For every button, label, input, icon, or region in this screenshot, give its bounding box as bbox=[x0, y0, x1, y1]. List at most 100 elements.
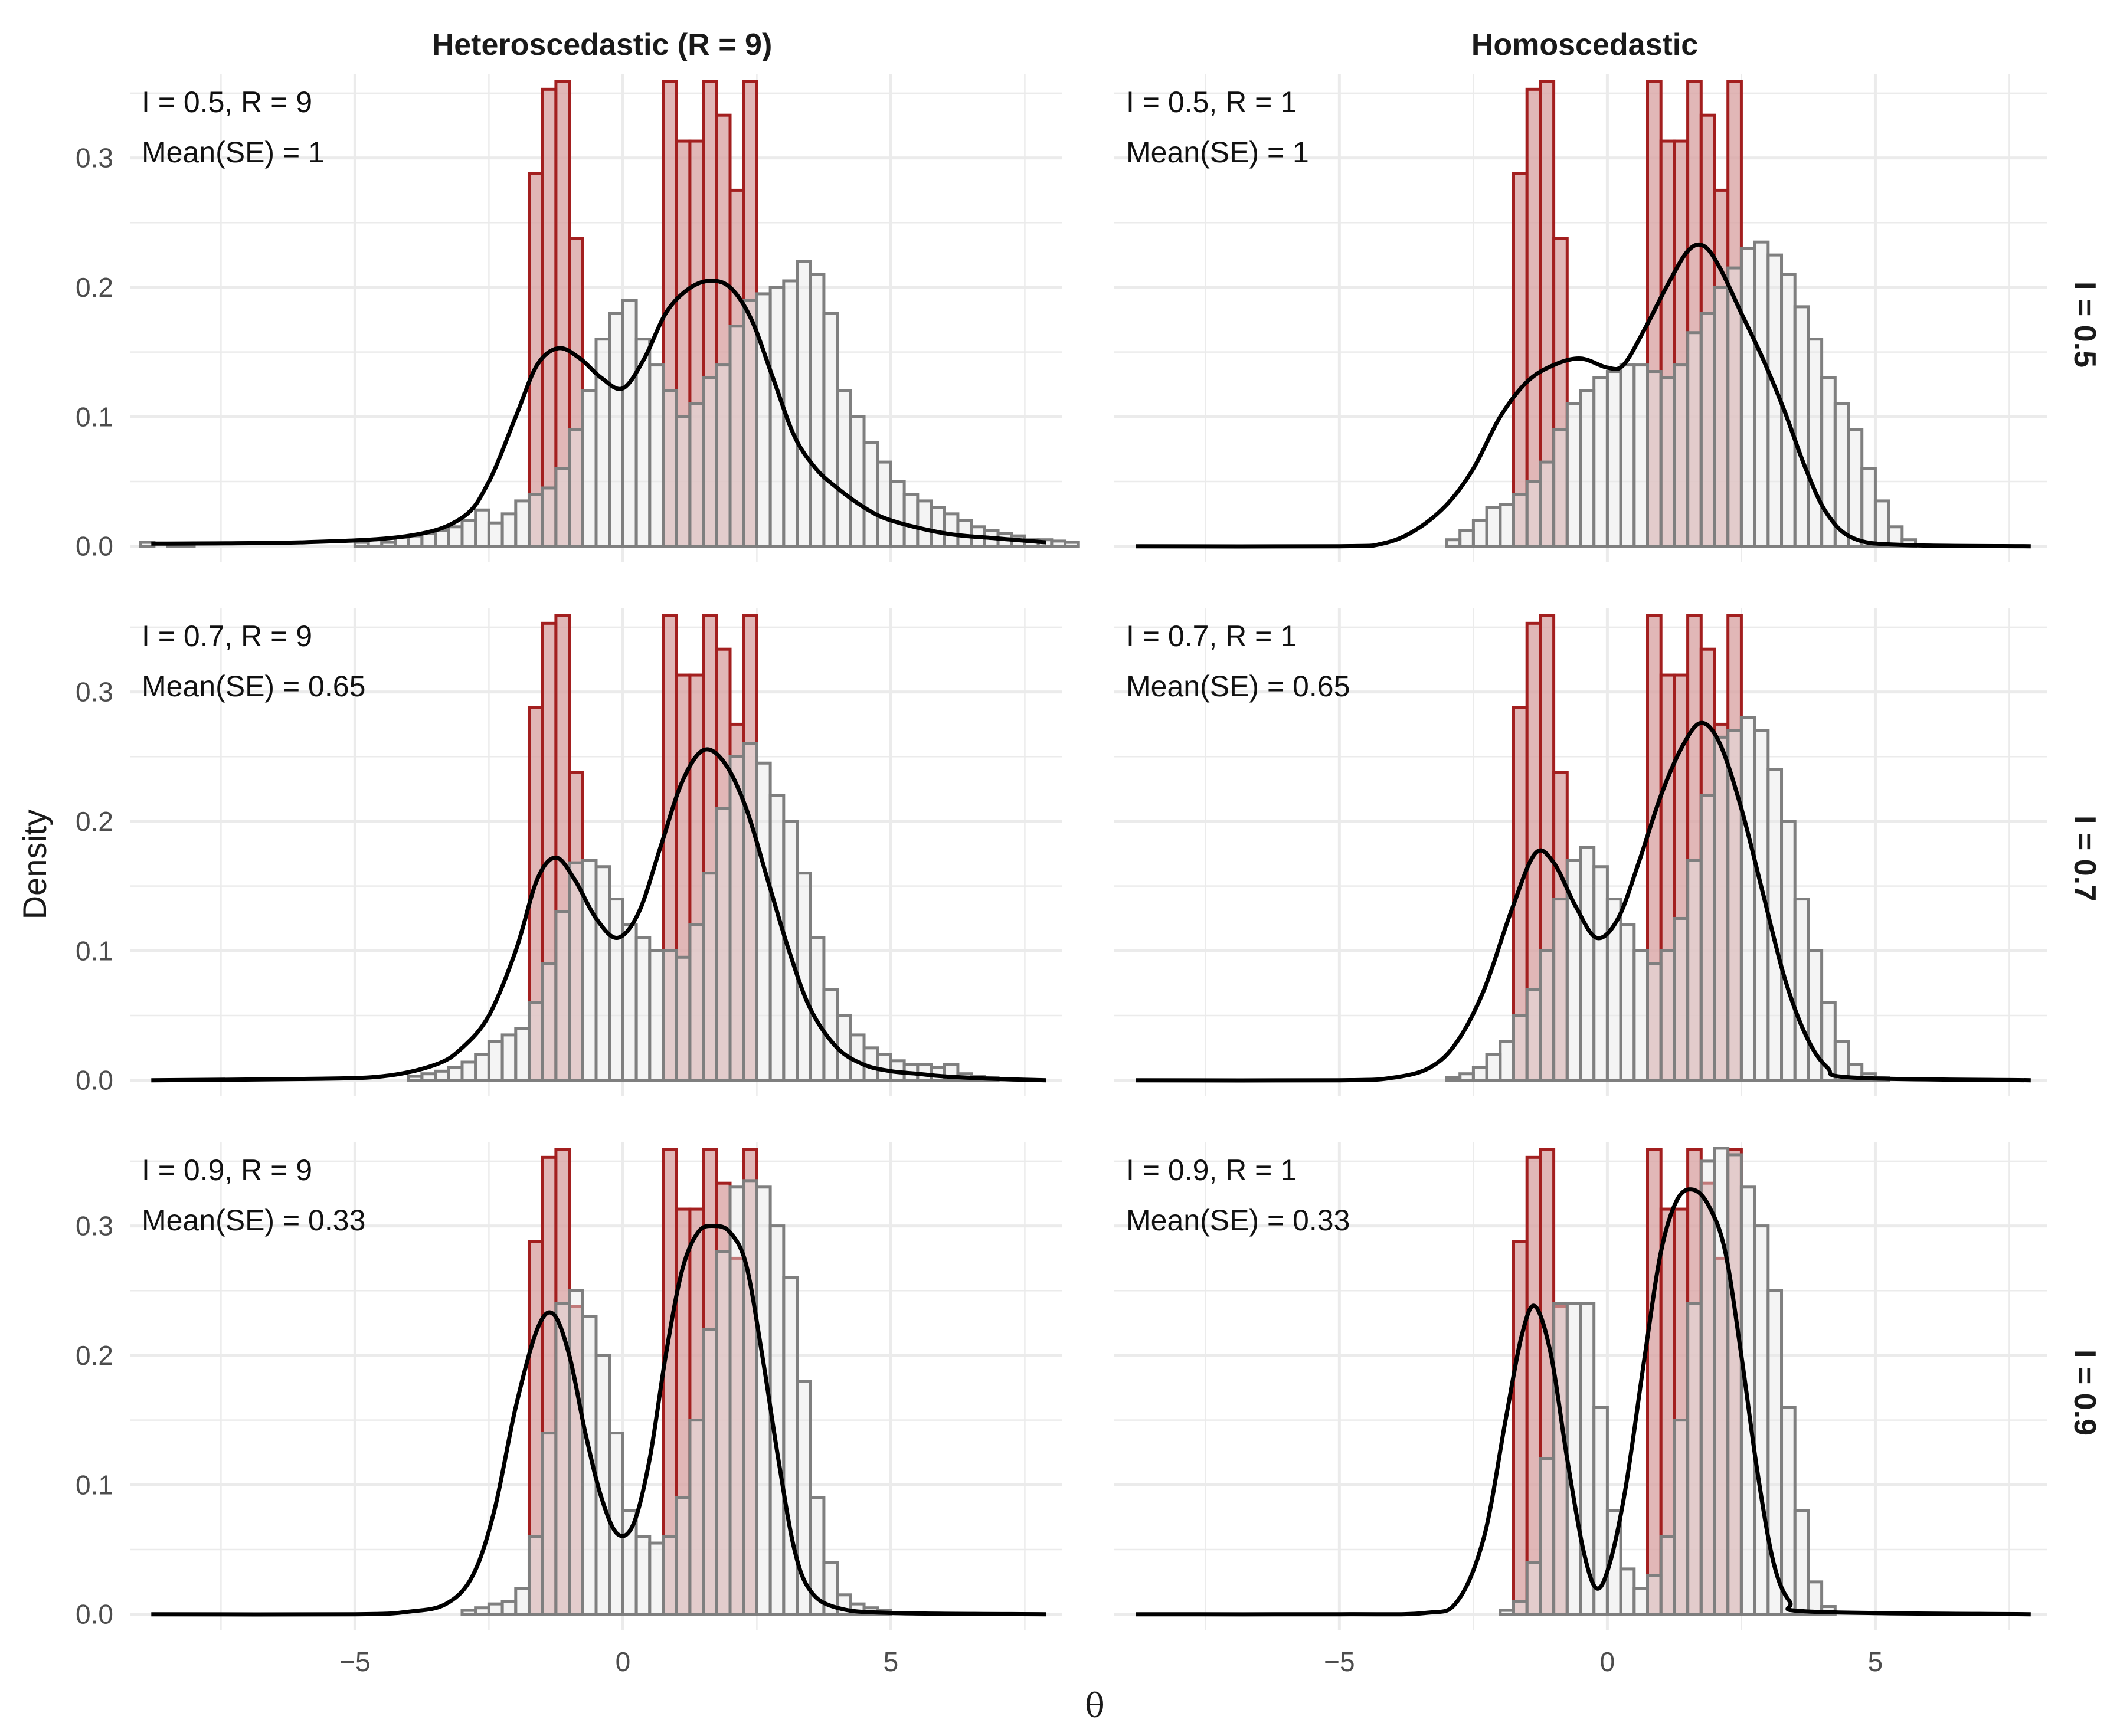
panel-annotation-r1c2: Mean(SE) = 1 bbox=[1126, 136, 1309, 169]
estimate-bar-r2c2 bbox=[1739, 716, 1756, 1082]
panel-annotation-r2c2: I = 0.7, R = 1 bbox=[1126, 620, 1297, 653]
estimate-bar-r1c2 bbox=[1579, 389, 1596, 548]
estimate-bar-r2c2 bbox=[1793, 898, 1810, 1082]
estimate-bar-r1c1 bbox=[916, 499, 933, 548]
panel-annotation-r3c1: Mean(SE) = 0.33 bbox=[142, 1204, 365, 1237]
true-theta-bar-r1c2 bbox=[1512, 172, 1529, 548]
estimate-bar-r1c2 bbox=[1458, 529, 1475, 548]
estimate-bar-r2c1 bbox=[742, 742, 758, 1082]
estimate-bar-r1c1 bbox=[353, 541, 370, 548]
estimate-bar-r2c2 bbox=[1539, 949, 1556, 1082]
y-tick-label: 0.1 bbox=[76, 935, 113, 966]
estimate-bar-r3c1 bbox=[688, 1419, 705, 1616]
estimate-bar-r1c2 bbox=[1686, 331, 1703, 548]
panel-annotation-r1c1: I = 0.5, R = 9 bbox=[142, 86, 312, 119]
y-tick-label: 0.2 bbox=[76, 806, 113, 837]
estimate-bar-r1c1 bbox=[527, 493, 544, 548]
estimate-bar-r1c1 bbox=[380, 541, 397, 548]
estimate-bar-r2c2 bbox=[1780, 820, 1797, 1082]
estimate-bar-r1c1 bbox=[500, 512, 518, 548]
y-tick-label: 0.0 bbox=[76, 1065, 113, 1096]
x-tick-label: 0 bbox=[1600, 1646, 1615, 1677]
estimate-bar-r1c1 bbox=[849, 415, 866, 548]
panel-annotation-r1c1: Mean(SE) = 1 bbox=[142, 136, 325, 169]
estimate-bar-r1c2 bbox=[1552, 428, 1569, 548]
density-curve-r1c1 bbox=[151, 279, 1047, 546]
estimate-bar-r2c2 bbox=[1458, 1072, 1475, 1082]
estimate-bar-r2c2 bbox=[1485, 1053, 1502, 1082]
estimate-bar-r1c2 bbox=[1646, 370, 1663, 548]
estimate-bar-r3c1 bbox=[514, 1587, 531, 1616]
estimate-bar-r1c2 bbox=[1539, 460, 1556, 548]
estimate-bar-r1c1 bbox=[621, 299, 638, 548]
x-axis-title: θ bbox=[1085, 1687, 1105, 1725]
estimate-bar-r1c1 bbox=[755, 292, 772, 548]
estimate-bar-r1c1 bbox=[434, 529, 450, 548]
estimate-bar-r1c2 bbox=[1699, 312, 1716, 548]
strip-label-col-1: Heteroscedastic (R = 9) bbox=[432, 28, 773, 62]
strip-label-row-2: I = 0.7 bbox=[2067, 815, 2102, 902]
estimate-bar-r2c1 bbox=[447, 1066, 464, 1082]
estimate-bar-r1c1 bbox=[742, 299, 758, 548]
y-tick-label: 0.2 bbox=[76, 1340, 113, 1371]
estimate-bar-r3c2 bbox=[1699, 1159, 1716, 1616]
estimate-bar-r3c1 bbox=[809, 1496, 826, 1616]
estimate-bar-r1c1 bbox=[460, 519, 477, 548]
estimate-bar-r3c1 bbox=[487, 1602, 504, 1616]
estimate-bar-r3c1 bbox=[742, 1179, 758, 1616]
x-tick-label: 5 bbox=[884, 1646, 899, 1677]
estimate-bar-r2c2 bbox=[1512, 1014, 1529, 1082]
estimate-bar-r1c2 bbox=[1605, 370, 1622, 548]
bars-layer bbox=[139, 80, 1918, 1616]
strip-label-row-3: I = 0.9 bbox=[2067, 1350, 2102, 1436]
estimate-bar-r1c1 bbox=[474, 508, 490, 548]
estimate-bar-r2c1 bbox=[702, 872, 718, 1082]
estimate-bar-r1c1 bbox=[889, 480, 906, 548]
estimate-bar-r2c2 bbox=[1632, 949, 1650, 1082]
density-curve-r2c1 bbox=[151, 747, 1046, 1083]
estimate-bar-r1c2 bbox=[1592, 376, 1609, 548]
estimate-bar-r3c1 bbox=[500, 1600, 518, 1616]
estimate-bar-r1c1 bbox=[702, 376, 718, 548]
y-tick-label: 0.3 bbox=[76, 1211, 113, 1242]
estimate-bar-r1c2 bbox=[1793, 305, 1810, 548]
estimate-bar-r2c2 bbox=[1713, 735, 1730, 1082]
estimate-bar-r2c1 bbox=[608, 898, 624, 1082]
estimate-bar-r1c2 bbox=[1445, 538, 1462, 548]
estimate-bar-r1c1 bbox=[796, 260, 812, 548]
estimate-bar-r2c1 bbox=[621, 923, 638, 1082]
estimate-bar-r2c1 bbox=[527, 1001, 544, 1082]
estimate-bar-r2c1 bbox=[768, 794, 786, 1082]
estimate-bar-r1c2 bbox=[1807, 338, 1824, 548]
estimate-bar-r2c1 bbox=[568, 861, 584, 1082]
estimate-bar-r1c1 bbox=[836, 389, 852, 548]
y-tick-label: 0.3 bbox=[76, 143, 113, 173]
estimate-bar-r3c1 bbox=[634, 1535, 652, 1616]
estimate-bar-r2c2 bbox=[1579, 846, 1596, 1082]
estimate-bar-r2c2 bbox=[1686, 859, 1703, 1082]
estimate-bar-r3c2 bbox=[1686, 1302, 1703, 1616]
density-curve-r3c2 bbox=[1136, 1187, 2031, 1617]
estimate-bar-r3c2 bbox=[1512, 1600, 1529, 1616]
estimate-bar-r1c1 bbox=[728, 325, 745, 548]
estimate-bar-r3c2 bbox=[1753, 1224, 1770, 1616]
estimate-bar-r1c1 bbox=[608, 312, 624, 548]
estimate-bar-r2c2 bbox=[1673, 916, 1690, 1082]
estimate-bar-r1c1 bbox=[715, 363, 732, 548]
estimate-bar-r1c1 bbox=[541, 486, 558, 548]
estimate-bar-r2c1 bbox=[648, 949, 665, 1082]
y-tick-label: 0.0 bbox=[76, 531, 113, 562]
y-axis-title: Density bbox=[16, 810, 53, 920]
estimate-bar-r2c2 bbox=[1619, 923, 1636, 1082]
estimate-bar-r3c2 bbox=[1525, 1561, 1542, 1616]
estimate-bar-r3c2 bbox=[1673, 1419, 1690, 1616]
estimate-bar-r2c1 bbox=[688, 923, 705, 1082]
curves-layer bbox=[151, 242, 2031, 1617]
estimate-bar-r2c2 bbox=[1499, 1040, 1515, 1082]
panel-annotation-r3c1: I = 0.9, R = 9 bbox=[142, 1154, 312, 1187]
estimate-bar-r2c2 bbox=[1525, 988, 1542, 1082]
panel-annotation-r1c2: I = 0.5, R = 1 bbox=[1126, 86, 1297, 119]
estimate-bar-r1c1 bbox=[514, 499, 531, 548]
estimate-bar-r3c2 bbox=[1539, 1457, 1556, 1616]
